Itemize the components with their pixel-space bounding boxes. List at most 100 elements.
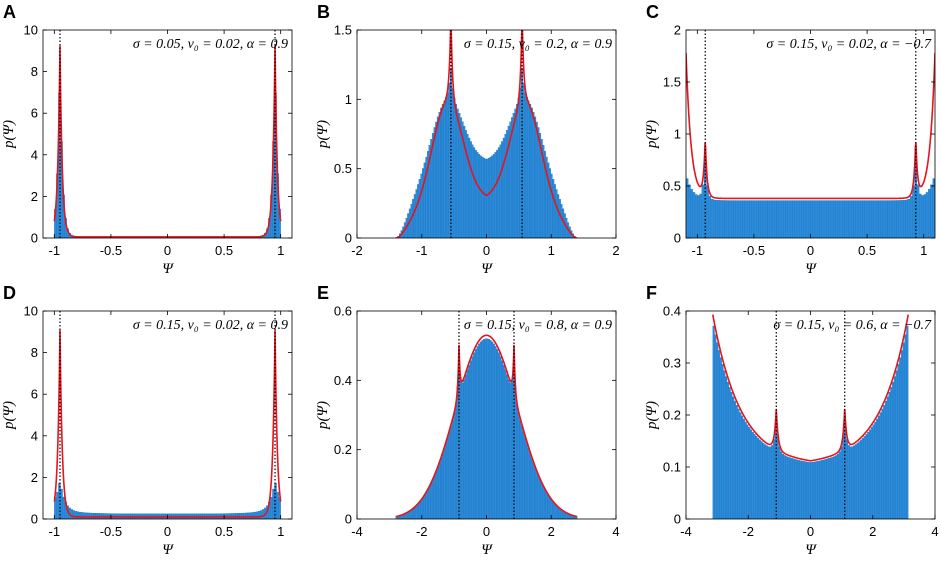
histogram-bar <box>479 341 482 519</box>
histogram-bar <box>478 343 481 519</box>
histogram-bar <box>824 459 827 519</box>
histogram-bar <box>724 200 727 238</box>
histogram-bar <box>544 489 546 519</box>
histogram-bar <box>919 193 922 238</box>
histogram-bar <box>417 184 420 238</box>
histogram-bar <box>418 179 421 238</box>
histogram-bar <box>787 200 791 238</box>
histogram-bar <box>746 200 750 238</box>
histogram-bar <box>853 200 856 238</box>
histogram-bar <box>466 369 469 519</box>
x-tick-label: 0 <box>164 524 171 539</box>
histogram-bar <box>833 456 836 519</box>
histogram-bar <box>555 505 558 519</box>
histogram-bar <box>481 156 484 238</box>
histogram-bar <box>896 200 899 238</box>
histogram-bar <box>842 434 845 519</box>
histogram-bar <box>839 200 843 238</box>
histogram-bar <box>828 200 832 238</box>
histogram-bar <box>881 408 884 519</box>
histogram-bar <box>717 350 721 519</box>
histogram-bar <box>474 149 477 238</box>
histogram-bar <box>450 425 453 519</box>
histogram-bar <box>468 137 471 238</box>
histogram-bar <box>796 200 800 238</box>
histogram-bar <box>732 396 735 519</box>
histogram-bar <box>522 431 525 519</box>
histogram-bar <box>764 444 767 519</box>
histogram-bar <box>753 434 756 519</box>
x-tick-label: 0 <box>807 243 814 258</box>
histogram-bar <box>60 488 63 519</box>
histogram-bar <box>241 512 244 519</box>
histogram-bar <box>461 382 464 519</box>
histogram-bar <box>535 471 538 519</box>
histogram-bar <box>519 87 522 238</box>
histogram-bar <box>877 415 880 519</box>
histogram-bar <box>514 386 517 519</box>
histogram-bar <box>276 491 279 519</box>
histogram-bar <box>712 325 715 519</box>
histogram-bar <box>441 104 444 238</box>
histogram-bar <box>537 127 540 238</box>
panel-F: -4 -2 0 2 4 0 0.1 0.2 0.3 0.4 Ψp(Ψ) σ = 0.15, v₀ = … <box>644 283 939 558</box>
fit-curve <box>395 30 578 238</box>
histogram-bar <box>845 439 848 519</box>
histogram-bar <box>517 413 520 519</box>
x-tick-label: 0.5 <box>215 243 233 258</box>
histogram-bar <box>921 195 924 238</box>
histogram-bar <box>767 446 770 519</box>
histogram-bar <box>532 462 535 519</box>
y-tick-label: 0.5 <box>334 161 352 176</box>
y-axis-label: p(Ψ) <box>315 401 331 430</box>
histogram-bar <box>430 482 433 519</box>
plot-area <box>43 30 292 238</box>
histogram-bar <box>828 458 831 519</box>
histogram-bar <box>903 200 906 238</box>
panel-letter: A <box>3 2 16 22</box>
histogram-bar <box>506 374 509 519</box>
histogram-bar <box>783 455 786 519</box>
histogram-bar <box>885 200 888 238</box>
x-tick-label: 2 <box>612 243 619 258</box>
y-axis-label: p(Ψ) <box>1 120 17 149</box>
histogram-bar <box>550 173 553 238</box>
histogram-bar <box>765 200 768 238</box>
histogram-bar <box>748 427 751 519</box>
parameter-annotation: σ = 0.15, v₀ = 0.02, α = −0.7 <box>766 37 932 52</box>
histogram-bar <box>259 510 263 519</box>
y-tick-label: 0.4 <box>663 304 681 319</box>
histogram-bar <box>821 460 824 519</box>
histogram-bar <box>780 200 784 238</box>
histogram-bar <box>443 100 446 238</box>
histogram-bar <box>425 492 428 519</box>
histogram-bar <box>706 185 709 238</box>
histogram-bar <box>813 461 816 519</box>
histogram-bar <box>855 200 859 238</box>
y-axis-label: p(Ψ) <box>1 401 17 430</box>
histogram-bar <box>497 352 500 519</box>
histogram-bar <box>790 458 793 519</box>
histogram-bar <box>898 200 902 238</box>
histogram-bar <box>451 419 454 519</box>
histogram-bar <box>796 459 799 519</box>
y-tick-label: 0.3 <box>663 356 681 371</box>
histogram-bar <box>552 179 555 238</box>
histogram-bar <box>440 457 443 519</box>
histogram-bar <box>749 200 752 238</box>
histogram-bar <box>471 144 474 238</box>
parameter-annotation: σ = 0.15, v₀ = 0.02, α = 0.9 <box>133 318 288 333</box>
histogram-bar <box>562 510 565 519</box>
histogram-bar <box>735 200 739 238</box>
y-tick-label: 2 <box>31 470 38 485</box>
parameter-annotation: σ = 0.05, v₀ = 0.02, α = 0.9 <box>133 37 288 52</box>
histogram-bar <box>769 446 772 519</box>
histogram-bar <box>842 200 845 238</box>
histogram-bar <box>504 369 507 519</box>
histogram-bar <box>860 439 863 519</box>
histogram-bar <box>830 200 834 238</box>
histogram-bar <box>494 346 497 519</box>
histogram-bar <box>799 200 802 238</box>
histogram-bar <box>82 512 86 519</box>
histogram-bar <box>810 200 813 238</box>
